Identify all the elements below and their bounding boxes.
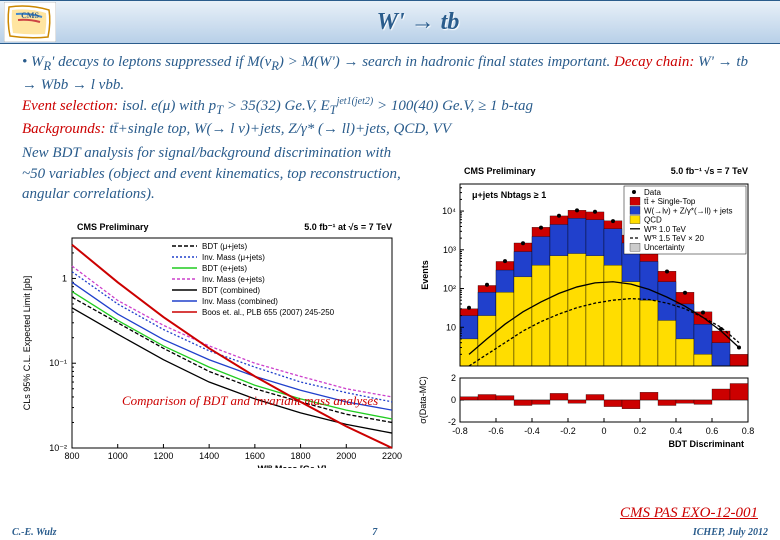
footer-author: C.-E. Wulz bbox=[12, 527, 57, 538]
footer-conference: ICHEP, July 2012 bbox=[693, 527, 768, 538]
svg-text:W'ᴿ 1.0 TeV: W'ᴿ 1.0 TeV bbox=[644, 225, 687, 234]
svg-text:10³: 10³ bbox=[443, 245, 456, 255]
svg-text:QCD: QCD bbox=[644, 216, 662, 225]
reference-caption: CMS PAS EXO-12-001 bbox=[620, 505, 758, 522]
svg-text:10⁻²: 10⁻² bbox=[49, 443, 67, 453]
event-sel-label: Event selection: bbox=[22, 98, 118, 114]
svg-text:1800: 1800 bbox=[291, 451, 311, 461]
t: > 35(32) Ge.V, E bbox=[223, 98, 330, 114]
svg-text:μ+jets Nbtags ≥ 1: μ+jets Nbtags ≥ 1 bbox=[472, 190, 546, 200]
svg-text:Events: Events bbox=[420, 260, 430, 290]
bkg-label: Backgrounds: bbox=[22, 121, 106, 137]
slide-title: W' → tb bbox=[56, 9, 780, 36]
svg-text:Inv. Mass (μ+jets): Inv. Mass (μ+jets) bbox=[202, 253, 265, 262]
t: ' decays to leptons suppressed if M(ν bbox=[51, 54, 271, 70]
t: > 100(40) Ge.V, ≥ 1 b-tag bbox=[373, 98, 533, 114]
svg-text:2: 2 bbox=[451, 373, 456, 383]
svg-text:1200: 1200 bbox=[153, 451, 173, 461]
svg-text:10²: 10² bbox=[443, 284, 456, 294]
sub: R bbox=[271, 59, 279, 73]
svg-text:0: 0 bbox=[451, 395, 456, 405]
t: isol. e(μ) with p bbox=[118, 98, 216, 114]
right-chart: 1010²10³10⁴-202-0.8-0.6-0.4-0.200.20.40.… bbox=[410, 158, 760, 448]
svg-text:Inv. Mass (e+jets): Inv. Mass (e+jets) bbox=[202, 275, 265, 284]
svg-text:2000: 2000 bbox=[336, 451, 356, 461]
left-chart: 800100012001400160018002000220010⁻²10⁻¹1… bbox=[12, 208, 402, 468]
svg-text:BDT Discriminant: BDT Discriminant bbox=[668, 439, 744, 448]
svg-text:tt̄ + Single-Top: tt̄ + Single-Top bbox=[644, 197, 696, 206]
svg-text:5.0 fb⁻¹ at √s = 7 TeV: 5.0 fb⁻¹ at √s = 7 TeV bbox=[304, 222, 392, 232]
decay-label: Decay chain: bbox=[614, 54, 694, 70]
svg-text:Inv. Mass (combined): Inv. Mass (combined) bbox=[202, 297, 278, 306]
svg-text:σ(Data-MC): σ(Data-MC) bbox=[418, 376, 428, 424]
sub: T bbox=[330, 103, 337, 117]
svg-text:BDT (combined): BDT (combined) bbox=[202, 286, 260, 295]
svg-text:Data: Data bbox=[644, 188, 661, 197]
svg-text:CMS Preliminary: CMS Preliminary bbox=[464, 166, 536, 176]
svg-text:0.2: 0.2 bbox=[634, 426, 647, 436]
svg-text:10: 10 bbox=[446, 322, 456, 332]
svg-text:5.0 fb⁻¹ √s = 7 TeV: 5.0 fb⁻¹ √s = 7 TeV bbox=[671, 166, 748, 176]
svg-text:-0.6: -0.6 bbox=[488, 426, 504, 436]
footer: C.-E. Wulz 7 ICHEP, July 2012 bbox=[12, 527, 768, 538]
svg-text:2200: 2200 bbox=[382, 451, 402, 461]
svg-text:W'ᴿ Mass [Ge.V]: W'ᴿ Mass [Ge.V] bbox=[258, 464, 327, 468]
svg-text:-0.8: -0.8 bbox=[452, 426, 468, 436]
svg-text:0: 0 bbox=[601, 426, 606, 436]
header-bar: CMS W' → tb bbox=[0, 0, 780, 44]
svg-text:-0.2: -0.2 bbox=[560, 426, 576, 436]
svg-text:1000: 1000 bbox=[108, 451, 128, 461]
svg-text:CMS Preliminary: CMS Preliminary bbox=[77, 222, 149, 232]
svg-text:Uncertainty: Uncertainty bbox=[644, 243, 684, 252]
svg-text:Boos et. al., PLB 655 (2007) 2: Boos et. al., PLB 655 (2007) 245-250 bbox=[202, 308, 335, 317]
svg-text:1: 1 bbox=[62, 273, 67, 283]
svg-text:W'ᴿ 1.5 TeV × 20: W'ᴿ 1.5 TeV × 20 bbox=[644, 234, 704, 243]
svg-text:BDT (μ+jets): BDT (μ+jets) bbox=[202, 242, 247, 251]
svg-text:0.4: 0.4 bbox=[670, 426, 683, 436]
svg-text:CLs 95% C.L. Expected Limit [p: CLs 95% C.L. Expected Limit [pb] bbox=[22, 276, 32, 411]
sub: R bbox=[44, 59, 52, 73]
svg-text:0.6: 0.6 bbox=[706, 426, 719, 436]
svg-text:BDT (e+jets): BDT (e+jets) bbox=[202, 264, 247, 273]
svg-text:CMS: CMS bbox=[21, 11, 39, 20]
charts-container: 800100012001400160018002000220010⁻²10⁻¹1… bbox=[0, 208, 780, 468]
bullet-text: • W bbox=[22, 54, 44, 70]
page-number: 7 bbox=[372, 527, 377, 538]
svg-text:10⁴: 10⁴ bbox=[442, 206, 456, 216]
cms-logo: CMS bbox=[4, 2, 56, 42]
t: ) > M(W') → search in hadronic final sta… bbox=[279, 54, 610, 70]
svg-text:1400: 1400 bbox=[199, 451, 219, 461]
svg-text:10⁻¹: 10⁻¹ bbox=[49, 358, 67, 368]
svg-text:-0.4: -0.4 bbox=[524, 426, 540, 436]
svg-text:0.8: 0.8 bbox=[742, 426, 755, 436]
svg-text:W(→lν) + Z/γ*(→ll) + jets: W(→lν) + Z/γ*(→ll) + jets bbox=[644, 206, 732, 215]
sup: jet1(jet2) bbox=[337, 96, 374, 107]
bkg-text: tt̄+single top, W(→ l ν)+jets, Z/γ* (→ l… bbox=[106, 121, 451, 137]
left-caption: Comparison of BDT and invariant mass ana… bbox=[122, 393, 378, 409]
svg-text:1600: 1600 bbox=[245, 451, 265, 461]
bdt-text: New BDT analysis for signal/background d… bbox=[22, 143, 402, 204]
